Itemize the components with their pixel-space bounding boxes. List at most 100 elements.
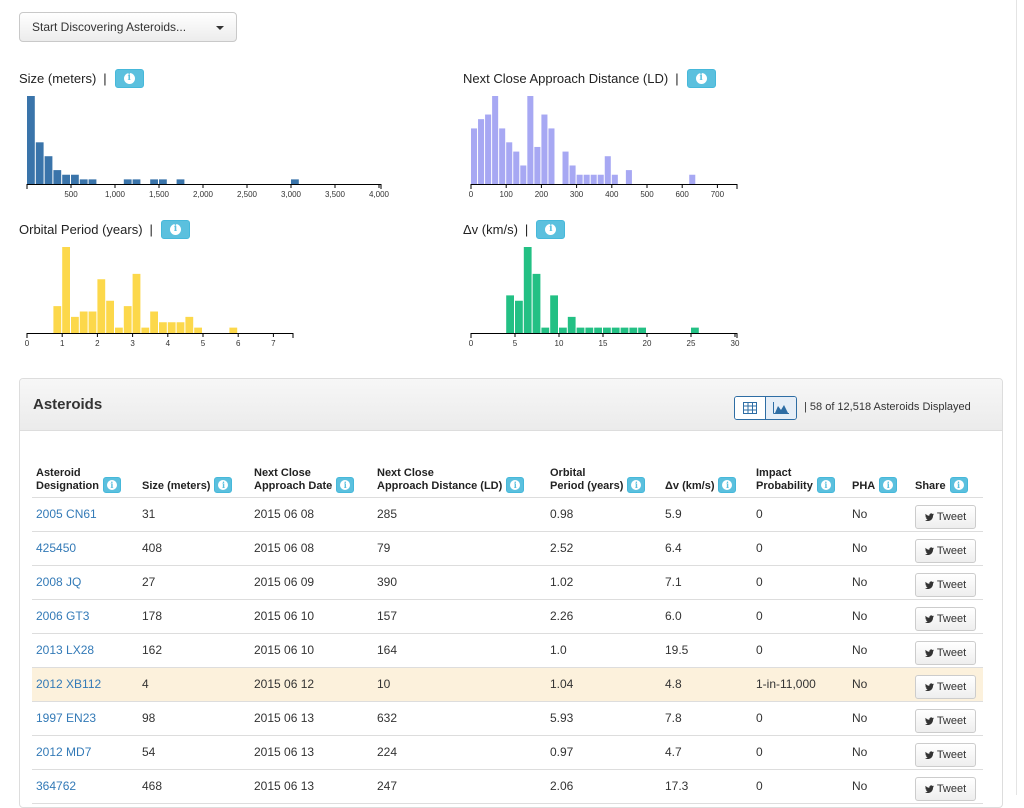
histogram-bar[interactable] [603,327,611,333]
histogram-bar[interactable] [550,295,558,333]
tweet-button[interactable]: Tweet [915,708,976,733]
histogram-bar[interactable] [527,96,534,184]
asteroid-designation-link[interactable]: 2012 XB112 [32,667,138,702]
histogram-bar[interactable] [106,300,114,333]
histogram-bar[interactable] [689,174,696,184]
histogram-bar[interactable] [471,128,478,184]
distance-histogram[interactable]: 0 100 200 300 400 500 600 700 [463,94,743,204]
histogram-bar[interactable] [71,316,79,333]
histogram-bar[interactable] [88,179,97,184]
share-info-button[interactable]: i [949,476,968,493]
histogram-bar[interactable] [548,128,555,184]
pha-info-button[interactable]: i [879,476,898,493]
histogram-bar[interactable] [492,96,499,184]
tweet-button[interactable]: Tweet [915,776,976,801]
histogram-bar[interactable] [567,316,576,333]
chart-view-button[interactable] [765,397,796,419]
asteroid-designation-link[interactable]: 2008 JQ [32,565,138,600]
histogram-bar[interactable] [141,327,150,333]
histogram-bar[interactable] [597,174,604,184]
histogram-bar[interactable] [506,142,513,184]
asteroid-designation-link[interactable]: 2006 GT3 [32,599,138,634]
histogram-bar[interactable] [532,273,541,333]
histogram-bar[interactable] [132,273,141,333]
histogram-bar[interactable] [513,151,520,184]
histogram-bar[interactable] [569,165,576,184]
asteroid-designation-link[interactable]: 2005 CN61 [32,497,138,532]
histogram-bar[interactable] [534,146,541,184]
histogram-bar[interactable] [35,142,44,184]
histogram-bar[interactable] [485,114,492,184]
date-info-button[interactable]: i [336,476,355,493]
histogram-bar[interactable] [604,156,611,184]
impact-info-button[interactable]: i [816,476,835,493]
histogram-bar[interactable] [576,327,585,333]
dv-info-button[interactable]: i [536,219,566,239]
histogram-bar[interactable] [515,300,523,333]
size-column-info-button[interactable]: i [214,476,233,493]
histogram-bar[interactable] [115,327,123,333]
header-pha[interactable]: PHA i [848,465,911,498]
histogram-bar[interactable] [97,279,106,333]
histogram-bar[interactable] [559,327,567,333]
dv-histogram[interactable]: 0 5 10 15 20 25 30 [463,245,743,355]
histogram-bar[interactable] [611,174,618,184]
asteroid-designation-link[interactable]: 364762 [32,769,138,804]
size-info-button[interactable]: i [114,68,144,88]
histogram-bar[interactable] [53,306,62,333]
header-designation[interactable]: Asteroid Designation i [32,465,138,498]
histogram-bar[interactable] [583,174,590,184]
header-share[interactable]: Share i [911,465,983,498]
histogram-bar[interactable] [478,119,485,184]
discover-asteroids-dropdown[interactable]: Start Discovering Asteroids... [19,12,237,42]
histogram-bar[interactable] [576,174,583,184]
asteroid-designation-link[interactable]: 425450 [32,531,138,566]
histogram-bar[interactable] [629,327,638,333]
tweet-button[interactable]: Tweet [915,538,976,563]
histogram-bar[interactable] [71,174,79,184]
histogram-bar[interactable] [88,311,97,334]
table-view-button[interactable] [735,397,766,419]
histogram-bar[interactable] [594,327,602,333]
histogram-bar[interactable] [585,327,594,333]
histogram-bar[interactable] [541,327,550,333]
histogram-bar[interactable] [229,327,238,333]
histogram-bar[interactable] [620,327,629,333]
histogram-bar[interactable] [611,327,620,333]
dv-column-info-button[interactable]: i [718,476,737,493]
histogram-bar[interactable] [520,165,527,184]
histogram-bar[interactable] [27,96,35,184]
histogram-bar[interactable] [159,322,167,333]
tweet-button[interactable]: Tweet [915,674,976,699]
histogram-bar[interactable] [159,179,167,184]
size-histogram[interactable]: 500 1,000 1,500 2,000 2,500 3,000 3,500 4,000 [19,94,399,204]
period-histogram[interactable]: 0 1 2 3 4 5 6 7 [19,245,299,355]
tweet-button[interactable]: Tweet [915,504,976,529]
histogram-bar[interactable] [625,170,632,184]
period-column-info-button[interactable]: i [627,476,646,493]
tweet-button[interactable]: Tweet [915,640,976,665]
histogram-bar[interactable] [562,151,569,184]
histogram-bar[interactable] [499,128,506,184]
histogram-bar[interactable] [53,170,62,184]
histogram-bar[interactable] [62,174,70,184]
header-period[interactable]: Orbital Period (years) i [546,465,661,498]
histogram-bar[interactable] [523,247,532,333]
histogram-bar[interactable] [123,306,132,333]
histogram-bar[interactable] [44,156,53,184]
header-date[interactable]: Next Close Approach Date i [250,465,373,498]
header-distance[interactable]: Next Close Approach Distance (LD) i [373,465,546,498]
distance-info-button[interactable]: i [686,68,716,88]
histogram-bar[interactable] [79,179,88,184]
histogram-bar[interactable] [638,327,646,333]
asteroid-designation-link[interactable]: 2013 LX28 [32,633,138,668]
histogram-bar[interactable] [62,247,70,333]
designation-info-button[interactable]: i [102,476,121,493]
tweet-button[interactable]: Tweet [915,742,976,767]
asteroid-designation-link[interactable]: 1997 EN23 [32,701,138,736]
header-size[interactable]: Size (meters) i [138,465,250,498]
tweet-button[interactable]: Tweet [915,606,976,631]
histogram-bar[interactable] [176,179,185,184]
histogram-bar[interactable] [123,179,132,184]
asteroid-designation-link[interactable]: 2012 MD7 [32,735,138,770]
